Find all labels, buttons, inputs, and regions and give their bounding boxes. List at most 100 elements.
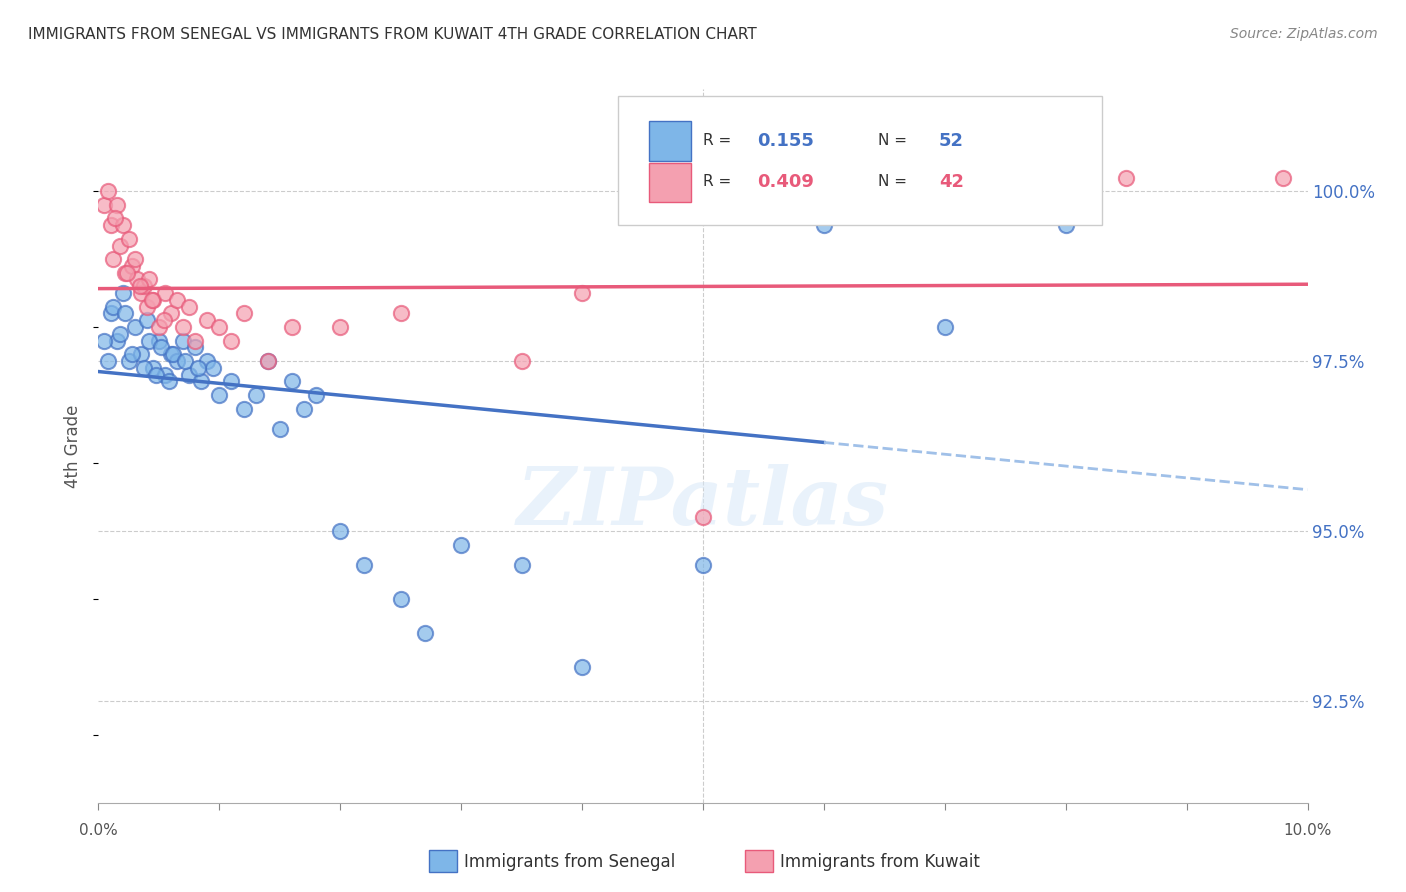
Text: N =: N = [879,133,912,148]
Point [353,558,375,572]
Point [256,354,278,368]
Point [129,347,152,361]
Point [93,334,115,348]
Point [208,388,231,402]
Point [157,375,180,389]
Point [179,300,201,314]
Point [184,334,207,348]
Point [221,375,243,389]
Point [389,306,412,320]
Point [124,252,146,266]
Point [450,537,472,551]
Point [153,286,176,301]
Point [141,293,163,307]
Text: 0.0%: 0.0% [79,823,118,838]
Point [105,334,128,348]
Point [413,626,436,640]
Point [187,360,209,375]
Point [692,558,714,572]
Point [111,286,134,301]
Point [389,591,412,606]
Point [195,313,218,327]
FancyBboxPatch shape [619,96,1102,225]
Point [166,354,188,368]
Point [145,368,167,382]
Point [142,293,165,307]
Point [111,218,134,232]
Point [101,300,124,314]
Point [108,326,131,341]
Text: Source: ZipAtlas.com: Source: ZipAtlas.com [1230,27,1378,41]
Text: Immigrants from Senegal: Immigrants from Senegal [464,853,675,871]
Point [117,266,139,280]
Text: ZIPatlas: ZIPatlas [517,465,889,541]
FancyBboxPatch shape [648,121,690,161]
Point [190,375,212,389]
Point [160,306,183,320]
Point [104,211,127,226]
Point [114,306,136,320]
Text: Immigrants from Kuwait: Immigrants from Kuwait [780,853,980,871]
Point [134,279,156,293]
Point [281,375,304,389]
Point [121,347,143,361]
Point [166,293,188,307]
Point [142,360,165,375]
Text: 0.155: 0.155 [758,132,814,150]
Point [232,306,254,320]
Point [256,354,278,368]
Point [202,360,225,375]
Point [93,198,115,212]
Point [101,252,124,266]
Text: 42: 42 [939,173,963,191]
Point [127,272,149,286]
Point [174,354,197,368]
Point [1272,170,1295,185]
Point [184,341,207,355]
Text: R =: R = [703,133,737,148]
Point [162,347,184,361]
Point [510,558,533,572]
Point [692,510,714,524]
Point [1115,170,1137,185]
Text: IMMIGRANTS FROM SENEGAL VS IMMIGRANTS FROM KUWAIT 4TH GRADE CORRELATION CHART: IMMIGRANTS FROM SENEGAL VS IMMIGRANTS FR… [28,27,756,42]
Point [138,272,160,286]
Y-axis label: 4th Grade: 4th Grade [65,404,83,488]
Point [172,320,194,334]
Point [208,320,231,334]
Point [329,524,352,538]
Point [97,184,120,198]
Point [97,354,120,368]
Point [292,401,315,416]
Point [148,320,170,334]
Point [100,218,122,232]
Point [105,198,128,212]
Point [305,388,328,402]
FancyBboxPatch shape [648,162,690,202]
Point [134,360,156,375]
Point [269,422,291,436]
Point [160,347,183,361]
Point [121,259,143,273]
Text: N =: N = [879,175,912,189]
Point [129,286,152,301]
Point [281,320,304,334]
Point [135,313,157,327]
Text: R =: R = [703,175,737,189]
Text: 10.0%: 10.0% [1284,823,1331,838]
Point [571,660,593,674]
Point [934,320,956,334]
Point [571,286,593,301]
Text: 0.409: 0.409 [758,173,814,191]
Text: 52: 52 [939,132,963,150]
Point [128,279,150,293]
Point [108,238,131,252]
Point [172,334,194,348]
Point [124,320,146,334]
Point [232,401,254,416]
Point [245,388,267,402]
Point [329,320,352,334]
Point [100,306,122,320]
Point [135,300,157,314]
Point [221,334,243,348]
